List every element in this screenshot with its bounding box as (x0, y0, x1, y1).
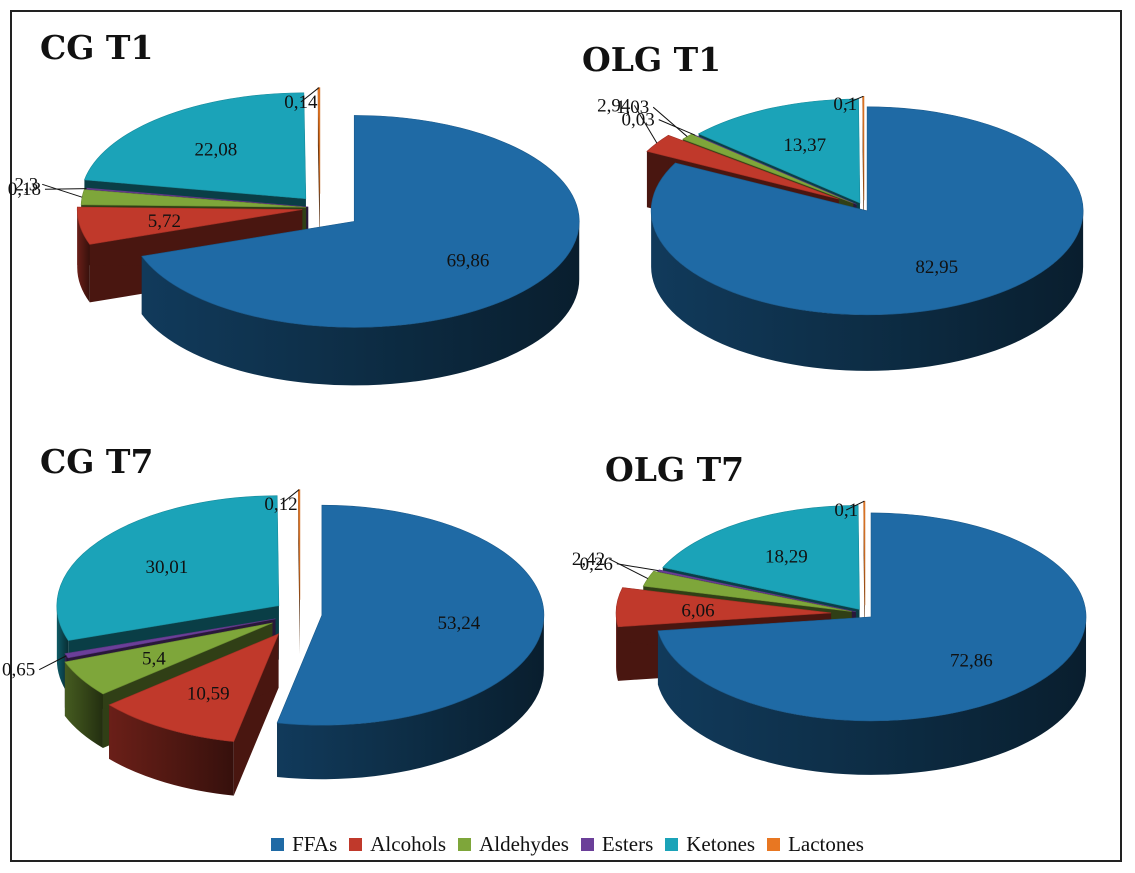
leader-line-cg-t7-esters (38, 655, 67, 671)
slice-top-olg-t7-esters (657, 569, 856, 613)
data-label-olg-t1-lactones: 0,1 (833, 94, 857, 115)
chart-title-cg-t7: CG T7 (40, 442, 154, 481)
data-label-olg-t7-alcohols: 6,06 (681, 600, 714, 621)
data-label-cg-t7-esters: 0,65 (2, 660, 35, 681)
leader-line-olg-t1-lactones (845, 95, 864, 105)
slice-top-cg-t1-esters (85, 187, 309, 208)
data-label-cg-t1-ffas: 69,86 (447, 250, 490, 271)
legend-item-alcohols: Alcohols (349, 832, 446, 857)
slice-top-olg-t7-ffas (657, 512, 1087, 722)
leader-line-cg-t1-esters (44, 188, 87, 190)
leader-line-cg-t1-aldehydes (42, 183, 83, 198)
leader-line-cg-t1-lactones (300, 87, 320, 103)
slice-top-cg-t1-ketones (83, 92, 307, 200)
slice-wall-olg-t7-alcohols-0 (616, 612, 618, 681)
leader-line-olg-t7-lactones (845, 500, 865, 511)
chart-title-cg-t1: CG T1 (40, 28, 154, 67)
data-label-olg-t7-ketones: 18,29 (765, 547, 808, 568)
legend-swatch-ketones (665, 838, 679, 851)
data-label-cg-t1-ketones: 22,08 (195, 140, 238, 161)
data-label-olg-t1-ketones: 13,37 (783, 135, 826, 156)
slice-top-cg-t7-alcohols (108, 633, 280, 742)
leader-line-olg-t1-alcohols (634, 105, 658, 144)
data-label-cg-t7-ketones: 30,01 (145, 557, 188, 578)
slice-wall-cg-t1-alcohols-0 (77, 209, 90, 303)
legend-swatch-aldehydes (458, 838, 472, 851)
leader-line-olg-t7-aldehydes (608, 558, 649, 580)
data-label-cg-t1-alcohols: 5,72 (148, 211, 181, 232)
slice-top-olg-t1-ffas (650, 106, 1084, 316)
legend-item-esters: Esters (580, 832, 654, 857)
legend-swatch-esters (580, 838, 594, 851)
legend-item-lactones: Lactones (767, 832, 864, 857)
slice-wall-cg-t7-alcohols-0 (109, 704, 234, 796)
leader-line-olg-t1-aldehydes (652, 106, 688, 137)
slice-top-cg-t7-aldehydes (64, 622, 273, 695)
slice-top-olg-t7-ketones (662, 505, 860, 610)
legend-swatch-alcohols (349, 838, 363, 851)
slice-wall-cg-t7-ffas-0 (277, 615, 544, 780)
data-label-olg-t1-aldehydes: 1,03 (616, 97, 649, 118)
data-label-olg-t7-ffas: 72,86 (950, 650, 993, 671)
legend-label-lactones: Lactones (788, 832, 864, 856)
slice-top-cg-t1-ffas (141, 115, 580, 328)
slice-wall-olg-t1-ffas-0 (651, 210, 1084, 371)
legend-item-ffas: FFAs (271, 832, 337, 857)
pie-chart-olg-t1: 82,95 2,941,030,03 13,37 0,1 (597, 94, 1084, 371)
chart-title-olg-t7: OLG T7 (605, 450, 745, 489)
slice-top-cg-t7-ketones (56, 495, 280, 641)
legend-label-alcohols: Alcohols (370, 832, 447, 856)
data-label-olg-t1-ffas: 82,95 (915, 257, 958, 278)
legend-label-ketones: Ketones (686, 832, 756, 856)
data-label-olg-t7-lactones: 0,1 (834, 500, 858, 521)
legend-swatch-lactones (767, 838, 781, 851)
slice-wall-cg-t7-aldehydes-0 (64, 661, 103, 748)
data-label-olg-t7-aldehydes: 2,42 (572, 549, 605, 570)
leader-line-olg-t7-esters (616, 563, 659, 572)
slice-top-olg-t7-alcohols (615, 587, 832, 628)
slice-top-cg-t1-alcohols (76, 206, 303, 245)
slice-top-olg-t1-ketones (697, 98, 861, 204)
data-label-olg-t1-esters: 0,03 (621, 110, 654, 131)
legend-swatch-ffas (271, 838, 285, 851)
data-label-cg-t1-esters: 0,18 (8, 179, 41, 200)
leader-line-cg-t7-lactones (280, 489, 300, 505)
legend-item-ketones: Ketones (665, 832, 755, 857)
data-label-cg-t7-alcohols: 10,59 (187, 684, 230, 705)
data-label-cg-t7-lactones: 0,12 (264, 494, 297, 515)
legend-label-aldehydes: Aldehydes (479, 832, 569, 856)
pie-chart-cg-t1: 69,86 5,72 2,30,18 22,08 0,14 (8, 87, 580, 386)
slice-wall-cg-t1-ffas-0 (141, 221, 580, 386)
slice-cut-face-cg-t7-aldehydes-1 (64, 622, 273, 716)
legend-label-ffas: FFAs (292, 832, 338, 856)
legend-label-esters: Esters (601, 832, 654, 856)
data-label-olg-t1-alcohols: 2,94 (597, 95, 631, 116)
slice-wall-olg-t7-ffas-0 (657, 616, 1087, 775)
data-label-cg-t1-aldehydes: 2,3 (14, 174, 38, 195)
data-label-cg-t7-ffas: 53,24 (437, 613, 480, 634)
data-label-olg-t7-esters: 0,26 (580, 554, 613, 575)
pie-chart-cg-t7: 53,24 10,59 5,4 0,65 30,01 0,12 (2, 489, 545, 796)
data-label-cg-t1-lactones: 0,14 (284, 92, 318, 113)
pie-chart-olg-t7: 72,86 6,06 2,420,26 18,29 0,1 (572, 500, 1087, 775)
chart-title-olg-t1: OLG T1 (582, 40, 722, 79)
data-label-cg-t7-aldehydes: 5,4 (142, 649, 166, 670)
slice-top-cg-t7-ffas (276, 504, 545, 726)
legend-item-aldehydes: Aldehydes (458, 832, 569, 857)
leader-line-olg-t1-esters (658, 119, 696, 136)
legend: FFAs Alcohols Aldehydes Esters Ketones L… (0, 832, 1135, 857)
